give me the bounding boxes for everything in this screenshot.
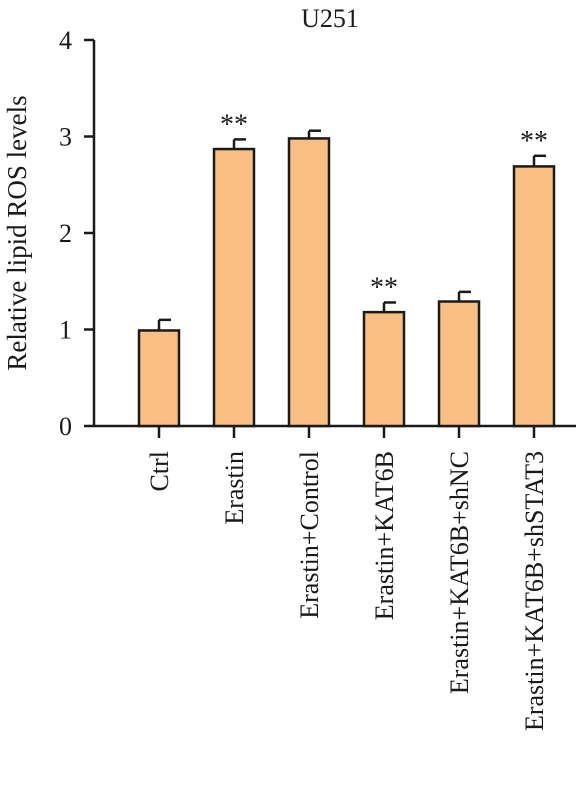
x-tick-label: Erastin+Control <box>295 451 324 619</box>
x-tick-label: Erastin+KAT6B+shSTAT3 <box>520 451 549 731</box>
x-tick-label: Erastin+KAT6B+shNC <box>445 451 474 694</box>
bar-5 <box>437 300 481 428</box>
x-tick-label: Erastin+KAT6B <box>370 451 399 620</box>
bar-1 <box>137 329 181 428</box>
bar-6 <box>512 165 556 428</box>
plot-area: 0 1 2 3 4 Ctrl ** Erastin Erastin+Control ** Erast… <box>59 26 576 731</box>
y-tick-label: 2 <box>59 219 72 248</box>
significance-marker: ** <box>220 109 248 140</box>
bar-2 <box>212 147 256 428</box>
significance-marker: ** <box>520 126 548 157</box>
x-tick-label: Ctrl <box>145 451 174 491</box>
y-tick-label: 4 <box>59 26 72 55</box>
y-tick-label: 1 <box>59 316 72 345</box>
chart-title: U251 <box>301 4 359 33</box>
y-tick-label: 3 <box>59 123 72 152</box>
bar-3 <box>287 137 331 428</box>
y-axis-label: Relative lipid ROS levels <box>2 95 32 370</box>
y-tick-label: 0 <box>59 412 72 441</box>
x-tick-label: Erastin <box>220 451 249 525</box>
bar-4 <box>362 310 406 428</box>
significance-marker: ** <box>370 272 398 303</box>
